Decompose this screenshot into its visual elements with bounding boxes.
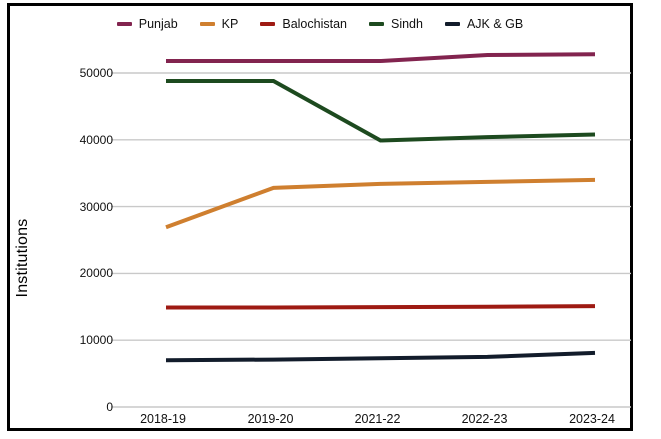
legend-swatch-punjab	[116, 22, 132, 26]
legend-swatch-sindh	[368, 22, 384, 26]
x-tick-label-2023-24: 2023-24	[569, 412, 615, 426]
y-tick-label-50000: 50000	[79, 66, 113, 80]
legend-label-balochistan: Balochistan	[282, 17, 347, 31]
legend-label-ajk-gb: AJK & GB	[466, 17, 524, 31]
legend-swatch-kp	[199, 22, 215, 26]
y-tick-label-40000: 40000	[79, 132, 113, 147]
x-tick-label-2022-23: 2022-23	[461, 412, 508, 426]
legend-item-ajk-gb: AJK & GB	[444, 17, 524, 31]
legend-item-balochistan: Balochistan	[260, 17, 347, 31]
legend-label-sindh: Sindh	[390, 17, 423, 31]
legend-label-kp: KP	[221, 17, 239, 31]
legend-label-punjab: Punjab	[138, 17, 178, 31]
series-line-balochistan	[166, 304, 596, 310]
legend-item-sindh: Sindh	[368, 17, 423, 31]
x-tick-label-2021-22: 2021-22	[354, 412, 401, 426]
legend-item-kp: KP	[199, 17, 239, 31]
y-tick-label-30000: 30000	[79, 199, 113, 214]
x-tick-label-2018-19: 2018-19	[140, 412, 186, 426]
series-line-kp	[165, 177, 596, 230]
series-line-punjab	[166, 52, 596, 63]
y-tick-label-10000: 10000	[79, 333, 113, 348]
x-tick-label-2019-20: 2019-20	[247, 412, 294, 426]
plot-area	[111, 52, 631, 408]
chart-frame: Punjab KP Balochistan Sindh AJK & GB Institu…	[7, 3, 633, 431]
legend-swatch-ajk-gb	[444, 22, 460, 26]
legend-item-punjab: Punjab	[116, 17, 178, 31]
y-tick-label-20000: 20000	[79, 266, 113, 281]
series-line-sindh	[166, 79, 596, 143]
series-line-ajk-gb	[165, 350, 596, 363]
legend-swatch-balochistan	[260, 22, 276, 26]
chart-legend: Punjab KP Balochistan Sindh AJK & GB	[10, 17, 630, 31]
y-tick-label-0: 0	[106, 400, 113, 414]
